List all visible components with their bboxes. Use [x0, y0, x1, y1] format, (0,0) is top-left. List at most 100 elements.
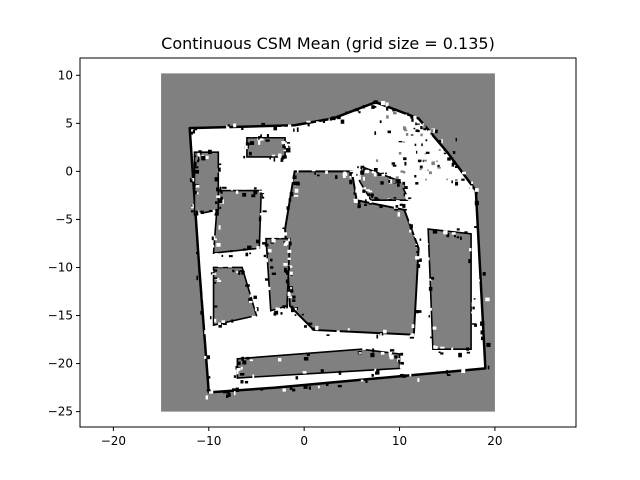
occupancy-cell	[443, 152, 447, 155]
occupancy-cell	[295, 376, 299, 380]
occupancy-cell	[414, 143, 417, 146]
occupancy-cell	[216, 195, 221, 198]
occupancy-cell	[213, 277, 218, 279]
occupancy-cell	[282, 388, 286, 392]
occupancy-cell	[195, 251, 200, 255]
occupancy-cell	[284, 267, 287, 273]
occupancy-cell	[383, 184, 385, 188]
plot-area	[79, 57, 577, 428]
occupancy-cell	[214, 318, 217, 323]
occupancy-cell	[286, 142, 291, 144]
occupancy-cell	[456, 236, 460, 239]
occupancy-cell	[236, 271, 240, 273]
occupancy-cell	[456, 228, 460, 231]
occupancy-cell	[379, 179, 384, 182]
occupancy-cell	[357, 204, 361, 209]
occupancy-cell	[292, 295, 296, 299]
occupancy-cell	[280, 159, 284, 162]
occupancy-cell	[229, 250, 233, 253]
occupancy-cell	[210, 316, 212, 320]
occupancy-cell	[417, 159, 422, 162]
occupancy-cell	[404, 129, 408, 132]
occupancy-cell	[217, 265, 222, 268]
occupancy-cell	[240, 366, 243, 370]
occupancy-cell	[293, 181, 297, 186]
occupancy-cell	[191, 178, 195, 182]
occupancy-cell	[325, 383, 329, 387]
occupancy-cell	[243, 155, 246, 159]
x-axis: −20 −10 0 10 20	[101, 427, 503, 448]
occupancy-cell	[206, 389, 211, 392]
occupancy-cell	[431, 161, 435, 166]
occupancy-cell	[451, 347, 454, 352]
occupancy-cell	[288, 145, 291, 148]
occupancy-cell	[286, 148, 291, 153]
occupancy-cell	[235, 387, 239, 392]
occupancy-cell	[217, 167, 221, 172]
occupancy-cell	[403, 126, 406, 130]
occupancy-cell	[415, 122, 417, 126]
occupancy-cell	[287, 291, 291, 297]
occupancy-cell	[429, 307, 432, 311]
occupancy-cell	[285, 279, 289, 284]
occupancy-cell	[286, 206, 290, 210]
occupancy-cell	[253, 190, 258, 195]
occupancy-cell	[292, 299, 296, 302]
occupancy-cell	[270, 134, 275, 137]
occupancy-cell	[405, 133, 409, 136]
occupancy-cell	[335, 175, 338, 179]
occupancy-cell	[331, 116, 336, 121]
occupancy-cell	[329, 117, 332, 121]
x-tick-label: 10	[392, 434, 407, 448]
occupancy-cell	[360, 379, 364, 382]
occupancy-cell	[371, 105, 375, 109]
occupancy-cell	[293, 128, 295, 132]
occupancy-cell	[396, 200, 400, 205]
occupancy-cell	[213, 238, 218, 241]
occupancy-cell	[443, 134, 446, 137]
occupancy-cell	[371, 373, 374, 377]
occupancy-cell	[393, 179, 396, 183]
occupancy-cell	[294, 188, 299, 193]
occupancy-cell	[261, 122, 266, 125]
occupancy-cell	[394, 355, 398, 359]
occupancy-cell	[246, 356, 250, 360]
occupancy-cell	[214, 211, 219, 216]
occupancy-cell	[469, 185, 473, 190]
occupancy-cell	[451, 232, 456, 235]
occupancy-cell	[373, 172, 377, 177]
occupancy-cell	[245, 284, 250, 287]
occupancy-cell	[258, 190, 263, 193]
occupancy-cell	[416, 326, 419, 329]
occupancy-cell	[201, 155, 206, 161]
occupancy-cell	[228, 265, 232, 268]
occupancy-cell	[415, 310, 419, 314]
occupancy-cell	[218, 225, 221, 230]
occupancy-cell	[360, 170, 365, 175]
occupancy-cell	[471, 311, 475, 314]
occupancy-cell	[428, 315, 430, 318]
occupancy-cell	[443, 149, 447, 152]
occupancy-cell	[290, 178, 294, 182]
occupancy-cell	[374, 106, 377, 108]
occupancy-cell	[288, 265, 293, 268]
occupancy-cell	[228, 255, 233, 258]
occupancy-cell	[204, 356, 207, 359]
occupancy-cell	[206, 355, 210, 360]
occupancy-cell	[397, 212, 401, 217]
occupancy-cell	[396, 370, 401, 375]
occupancy-cell	[425, 139, 428, 142]
occupancy-cell	[375, 159, 379, 162]
occupancy-cell	[213, 269, 218, 272]
occupancy-cell	[420, 133, 423, 137]
occupancy-cell	[482, 272, 486, 276]
occupancy-cell	[365, 189, 370, 192]
occupancy-cell	[285, 271, 291, 275]
occupancy-cell	[402, 370, 407, 373]
occupancy-cell	[416, 123, 420, 125]
occupancy-cell	[433, 345, 438, 349]
occupancy-cell	[219, 186, 222, 191]
occupancy-cell	[191, 170, 197, 174]
occupancy-cell	[262, 242, 267, 245]
occupancy-cell	[458, 352, 462, 358]
